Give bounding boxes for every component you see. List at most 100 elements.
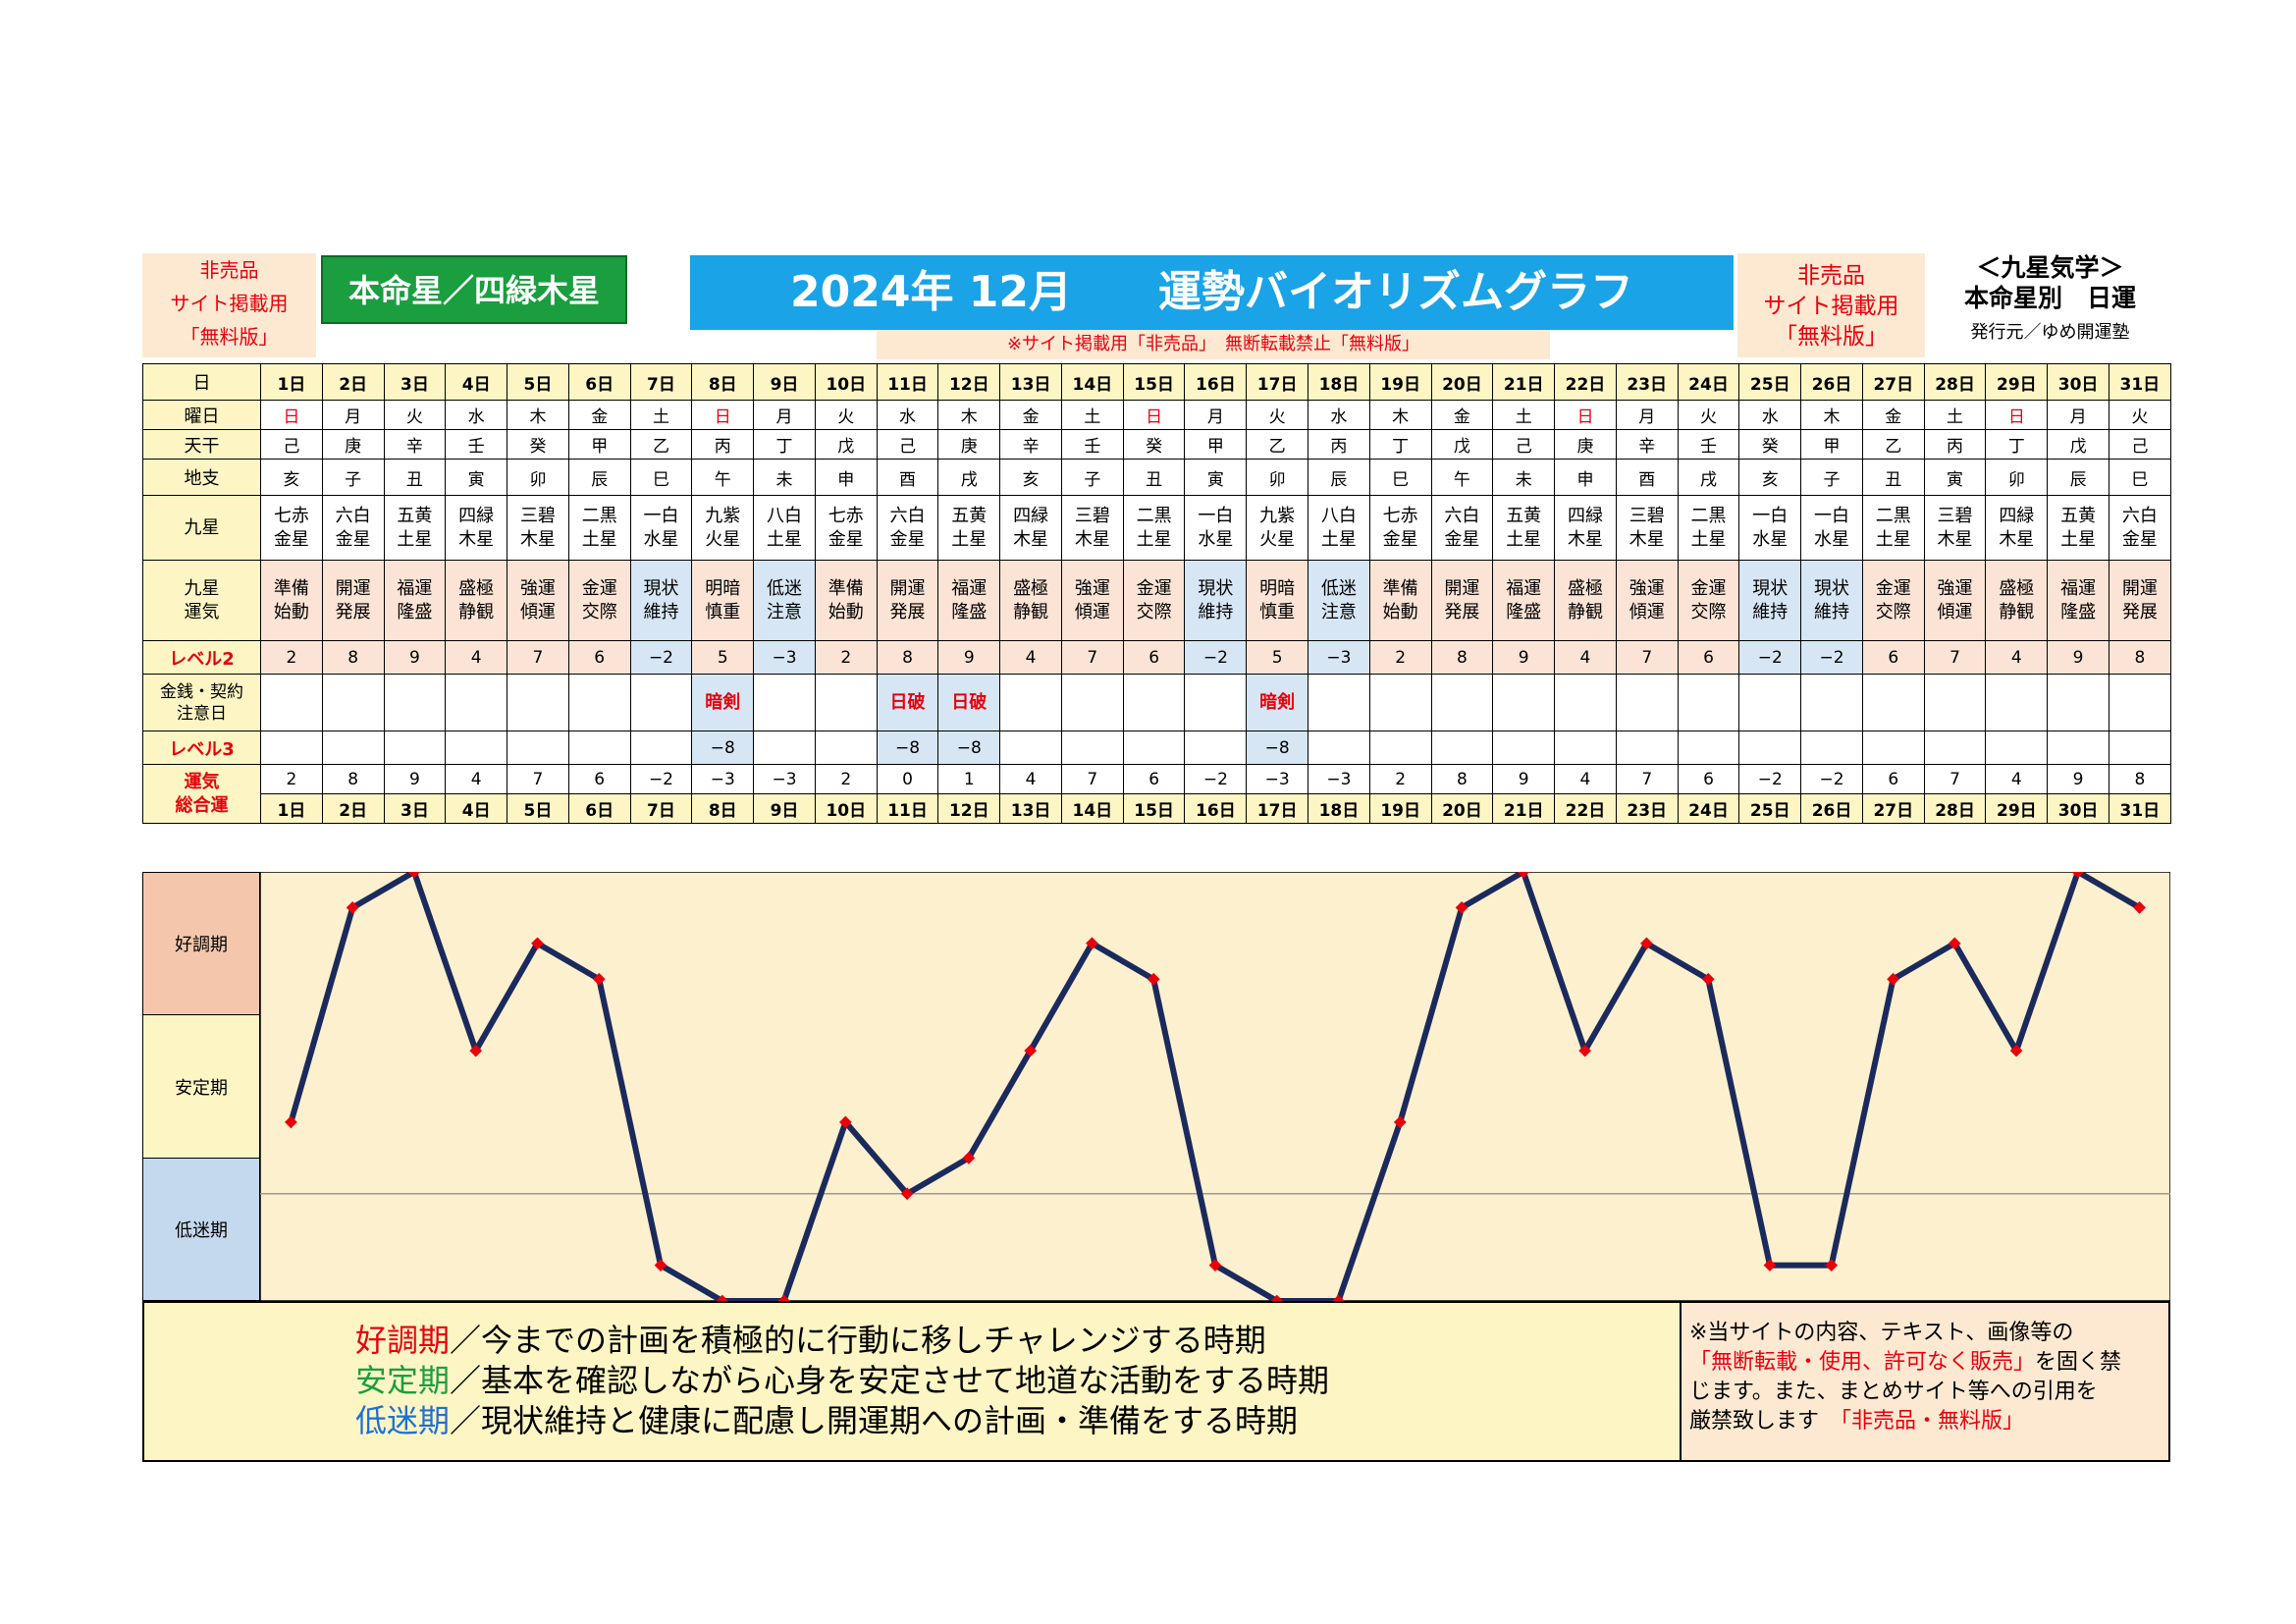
level2-cell: 7 xyxy=(1615,640,1679,675)
money-cell: 日破 xyxy=(937,674,1001,731)
level3-cell xyxy=(1184,731,1248,765)
level2-cell: −2 xyxy=(1184,640,1248,675)
level2-cell: 8 xyxy=(1430,640,1494,675)
chishi-cell: 辰 xyxy=(567,459,631,496)
day-cell: 24日 xyxy=(1677,793,1740,824)
chishi-cell: 丑 xyxy=(1861,459,1925,496)
tenkan-cell: 己 xyxy=(876,429,939,460)
level3-cell xyxy=(999,731,1062,765)
money-cell: 暗剣 xyxy=(1246,674,1309,731)
tenkan-cell: 庚 xyxy=(937,429,1001,460)
money-cell xyxy=(383,674,447,731)
chishi-cell: 巳 xyxy=(1368,459,1432,496)
unki-cell: 明暗 慎重 xyxy=(691,560,755,641)
level2-cell: −2 xyxy=(1800,640,1863,675)
notice-line: 非売品 xyxy=(1797,263,1865,289)
total-cell: −3 xyxy=(753,764,816,794)
tenkan-cell: 辛 xyxy=(1615,429,1679,460)
kyusei-cell: 一白 水星 xyxy=(1800,495,1863,561)
tenkan-cell: 庚 xyxy=(321,429,385,460)
row-level3: レベル3 −8 −8 −8 −8 xyxy=(142,731,2171,765)
kyusei-cell: 七赤 金星 xyxy=(1368,495,1432,561)
legend-key: 安定期 xyxy=(355,1362,451,1399)
total-cell: 9 xyxy=(383,764,447,794)
weekday-cell: 土 xyxy=(1060,400,1124,430)
kyusei-cell: 一白 水星 xyxy=(629,495,693,561)
total-cell: 9 xyxy=(2047,764,2109,794)
level3-cell: −8 xyxy=(691,731,755,765)
data-point xyxy=(1024,1044,1038,1057)
total-cell: 8 xyxy=(1430,764,1494,794)
kyusei-cell: 六白 金星 xyxy=(321,495,385,561)
day-cell: 14日 xyxy=(1060,793,1124,824)
money-cell xyxy=(260,674,323,731)
chishi-cell: 子 xyxy=(1060,459,1124,496)
level3-cell: −8 xyxy=(876,731,939,765)
level3-cell xyxy=(260,731,323,765)
level2-cell: 2 xyxy=(260,640,323,675)
unki-cell: 盛極 静観 xyxy=(445,560,508,641)
day-cell: 3日 xyxy=(383,363,447,401)
biorhythm-chart xyxy=(260,872,2170,1301)
day-cell: 25日 xyxy=(1738,793,1802,824)
unki-cell: 開運 発展 xyxy=(321,560,385,641)
weekday-cell: 火 xyxy=(2108,400,2171,430)
weekday-cell: 木 xyxy=(1368,400,1432,430)
level2-cell: 8 xyxy=(2108,640,2171,675)
money-cell xyxy=(2108,674,2171,731)
row-weekday: 曜日日月火水木金土日月火水木金土日月火水木金土日月火水木金土日月火 xyxy=(142,400,2171,430)
kyusei-cell: 五黄 土星 xyxy=(937,495,1001,561)
day-cell: 19日 xyxy=(1368,793,1432,824)
tenkan-cell: 己 xyxy=(1492,429,1556,460)
total-cell: 9 xyxy=(1492,764,1556,794)
day-cell: 10日 xyxy=(814,793,878,824)
weekday-cell: 月 xyxy=(1184,400,1248,430)
kyusei-cell: 八白 土星 xyxy=(753,495,816,561)
weekday-cell: 日 xyxy=(1554,400,1617,430)
kyusei-cell: 六白 金星 xyxy=(876,495,939,561)
level3-cell xyxy=(1554,731,1617,765)
kyusei-subtitle: 本命星別 日運 xyxy=(1963,284,2136,312)
unki-cell: 金運 交際 xyxy=(1861,560,1925,641)
unki-cell: 現状 維持 xyxy=(1800,560,1863,641)
chishi-cell: 辰 xyxy=(1308,459,1370,496)
weekday-cell: 月 xyxy=(321,400,385,430)
weekday-cell: 土 xyxy=(629,400,693,430)
tenkan-cell: 丙 xyxy=(1923,429,1987,460)
legend-key: 低迷期 xyxy=(355,1402,451,1439)
legend-text: ／基本を確認しながら心身を安定させて地道な活動をする時期 xyxy=(450,1362,1330,1399)
weekday-cell: 金 xyxy=(567,400,631,430)
day-cell: 29日 xyxy=(1985,363,2049,401)
notice-line: サイト掲載用 xyxy=(170,292,289,315)
day-cell: 4日 xyxy=(445,363,508,401)
level3-cell xyxy=(1492,731,1556,765)
day-cell: 21日 xyxy=(1492,793,1556,824)
kyusei-cell: 六白 金星 xyxy=(1430,495,1494,561)
day-cell: 17日 xyxy=(1246,793,1309,824)
day-cell: 18日 xyxy=(1308,363,1370,401)
day-cell: 20日 xyxy=(1430,793,1494,824)
unki-cell: 準備 始動 xyxy=(814,560,878,641)
data-point xyxy=(1517,872,1530,879)
copy-text: 厳禁致します xyxy=(1689,1409,1820,1434)
tenkan-cell: 癸 xyxy=(1122,429,1186,460)
unki-cell: 現状 維持 xyxy=(1738,560,1802,641)
level2-cell: −3 xyxy=(1308,640,1370,675)
money-cell xyxy=(1738,674,1802,731)
level3-cell xyxy=(1430,731,1494,765)
day-cell: 31日 xyxy=(2108,363,2171,401)
kyusei-cell: 五黄 土星 xyxy=(1492,495,1556,561)
money-cell xyxy=(1492,674,1556,731)
legend-line-teimei: 低迷期／現状維持と健康に配慮し開運期への計画・準備をする時期 xyxy=(355,1401,1329,1441)
header-left-notice: 非売品 サイト掲載用 「無料版」 xyxy=(142,253,316,357)
weekday-cell: 金 xyxy=(999,400,1062,430)
chishi-cell: 戌 xyxy=(1677,459,1740,496)
plot-area xyxy=(260,872,2170,1301)
kyusei-cell: 四緑 木星 xyxy=(1985,495,2049,561)
level2-cell: 5 xyxy=(691,640,755,675)
kyusei-cell: 五黄 土星 xyxy=(2047,495,2109,561)
chishi-cell: 酉 xyxy=(876,459,939,496)
chishi-cell: 巳 xyxy=(629,459,693,496)
level2-cell: 6 xyxy=(567,640,631,675)
day-cell: 16日 xyxy=(1184,793,1248,824)
